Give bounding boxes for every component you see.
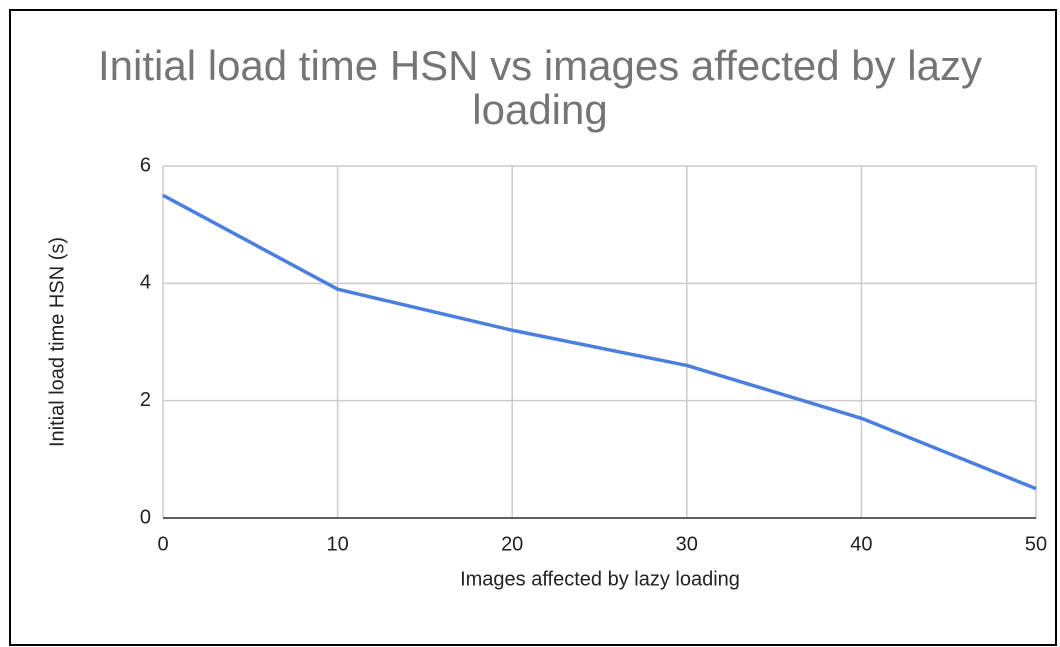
y-tick-label: 2	[140, 389, 151, 411]
chart-title: Initial load time HSN vs images affected…	[98, 42, 982, 133]
y-tick-label: 4	[140, 272, 151, 294]
y-axis-title: Initial load time HSN (s)	[46, 237, 68, 447]
x-tick-label: 30	[676, 533, 698, 555]
line	[162, 193, 1037, 491]
y-tick-label: 6	[140, 154, 151, 176]
x-tick-label: 50	[1025, 533, 1047, 555]
x-tick-label: 40	[850, 533, 872, 555]
x-tick-label: 20	[501, 533, 523, 555]
y-tick-label: 0	[140, 506, 151, 528]
x-axis-title: Images affected by lazy loading	[460, 568, 740, 590]
x-tick-label: 0	[157, 533, 168, 555]
frame	[9, 9, 1057, 646]
x-tick-label: 10	[326, 533, 348, 555]
